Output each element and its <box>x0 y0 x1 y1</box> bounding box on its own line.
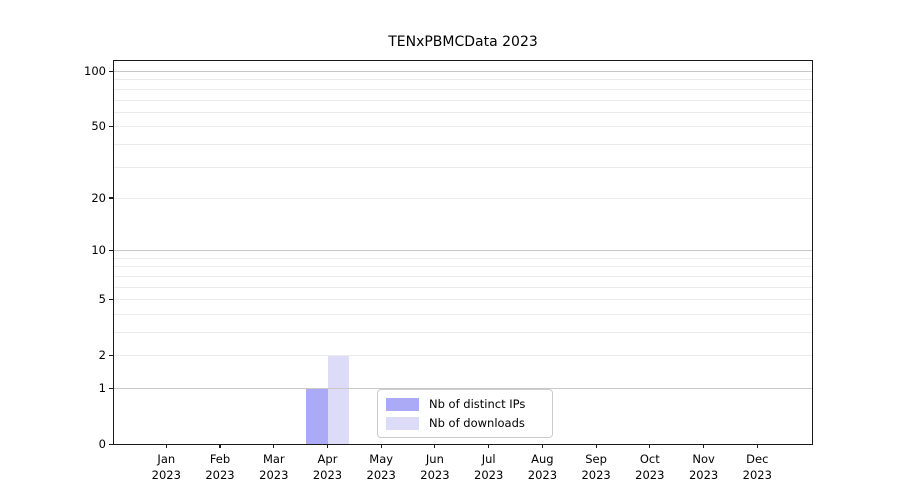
minor-gridline <box>114 88 812 90</box>
minor-gridline <box>114 166 812 168</box>
y-tick-label: 1 <box>98 381 106 395</box>
minor-gridline <box>114 143 812 145</box>
decade-gridline <box>114 71 812 72</box>
minor-gridline <box>114 299 812 301</box>
y-tick-label: 100 <box>84 64 106 78</box>
y-tick-label: 10 <box>91 243 106 258</box>
x-tick-mark <box>649 444 651 448</box>
minor-gridline <box>114 313 812 315</box>
y-tick-mark <box>109 70 114 72</box>
minor-gridline <box>114 257 812 259</box>
x-tick-mark <box>541 444 543 448</box>
legend-label: Nb of downloads <box>429 416 525 430</box>
x-tick-mark <box>326 444 329 448</box>
x-tick-label: Dec 2023 <box>742 452 772 482</box>
plot-area <box>114 61 812 444</box>
legend: Nb of distinct IPs Nb of downloads <box>377 389 553 438</box>
y-tick-mark <box>109 443 114 445</box>
y-tick-label: 0 <box>98 437 106 451</box>
x-tick-label: Sep 2023 <box>581 452 611 482</box>
y-tick-label: 2 <box>98 348 106 363</box>
minor-gridline <box>114 79 812 81</box>
minor-gridline <box>114 197 812 199</box>
legend-item: Nb of downloads <box>386 416 544 430</box>
x-tick-label: Mar 2023 <box>259 452 289 482</box>
x-tick-mark <box>165 444 167 448</box>
minor-gridline <box>114 275 812 277</box>
minor-gridline <box>114 111 812 113</box>
decade-gridline <box>114 388 812 389</box>
x-tick-mark <box>434 444 436 448</box>
minor-gridline <box>114 355 812 357</box>
legend-label: Nb of distinct IPs <box>429 397 526 411</box>
x-tick-mark <box>273 444 275 448</box>
x-tick-label: Jun 2023 <box>420 452 450 482</box>
chart-title: TENxPBMCData 2023 <box>388 34 538 50</box>
x-tick-mark <box>595 444 597 448</box>
x-tick-label: Apr 2023 <box>312 452 343 482</box>
y-tick-mark <box>109 125 114 127</box>
x-tick-label: Aug 2023 <box>527 452 558 482</box>
decade-gridline <box>114 250 812 252</box>
minor-gridline <box>114 99 812 101</box>
x-tick-label: May 2023 <box>366 452 396 482</box>
y-tick-label: 20 <box>91 190 106 205</box>
y-tick-mark <box>109 354 114 356</box>
x-tick-mark <box>488 444 490 448</box>
legend-swatch-distinct-ips <box>386 397 419 411</box>
y-tick-mark <box>109 387 114 389</box>
y-tick-mark <box>109 298 114 300</box>
x-tick-label: Oct 2023 <box>635 452 665 482</box>
x-tick-label: Jan 2023 <box>151 452 181 482</box>
y-tick-label: 50 <box>91 119 106 134</box>
y-tick-mark <box>109 249 114 251</box>
x-tick-mark <box>219 444 221 448</box>
x-tick-mark <box>380 444 382 448</box>
x-tick-label: Jul 2023 <box>474 452 504 482</box>
minor-gridline <box>114 126 812 128</box>
y-tick-label: 5 <box>98 292 106 307</box>
bar-distinct-ips <box>306 388 328 444</box>
legend-item: Nb of distinct IPs <box>386 397 544 411</box>
x-tick-mark <box>756 444 758 448</box>
minor-gridline <box>114 266 812 268</box>
bar-downloads <box>327 355 349 444</box>
x-tick-label: Nov 2023 <box>688 452 719 482</box>
minor-gridline <box>114 286 812 288</box>
legend-swatch-downloads <box>386 416 419 430</box>
y-tick-mark <box>109 197 114 199</box>
minor-gridline <box>114 332 812 333</box>
x-tick-mark <box>703 444 705 448</box>
x-tick-label: Feb 2023 <box>205 452 235 482</box>
